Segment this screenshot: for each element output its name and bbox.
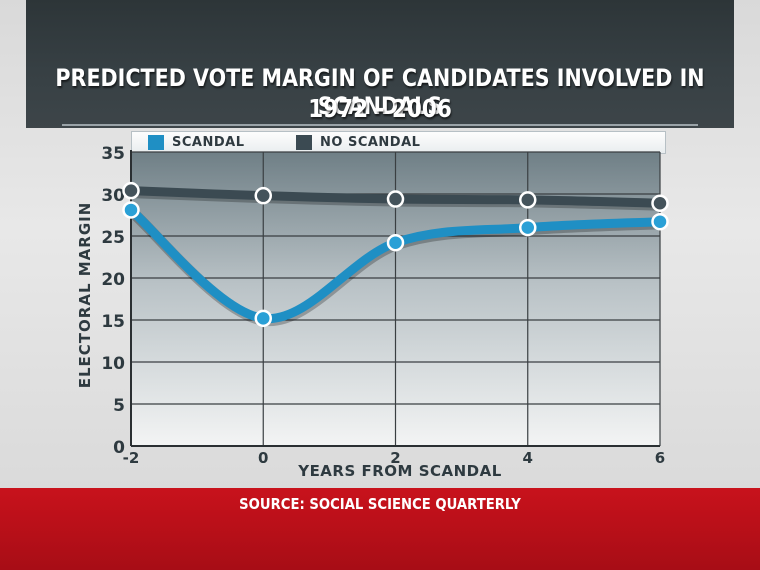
data-point-no-scandal — [122, 181, 140, 200]
y-tick-label: 10 — [101, 354, 125, 374]
data-point-scandal — [254, 309, 272, 328]
x-tick-label: 2 — [390, 449, 400, 467]
y-tick-label: 20 — [101, 270, 125, 290]
y-tick-label: 15 — [101, 312, 125, 332]
data-point-scandal — [386, 233, 405, 252]
x-tick-label: 6 — [655, 449, 665, 467]
y-tick-label: 25 — [101, 228, 125, 248]
footer-band — [0, 488, 760, 570]
x-axis-title: YEARS FROM SCANDAL — [297, 462, 502, 480]
x-tick-label: 4 — [523, 449, 533, 467]
data-point-no-scandal — [651, 194, 669, 212]
y-tick-label: 30 — [101, 186, 125, 206]
data-point-no-scandal — [519, 191, 537, 209]
data-point-scandal — [122, 201, 140, 219]
title-divider — [62, 124, 698, 126]
legend-label-no-scandal: NO SCANDAL — [320, 135, 421, 150]
data-point-scandal — [651, 212, 669, 231]
data-point-no-scandal — [254, 186, 272, 205]
legend-label-scandal: SCANDAL — [172, 135, 245, 150]
y-tick-label: 35 — [101, 144, 125, 164]
data-point-no-scandal — [386, 190, 405, 208]
y-tick-label: 5 — [113, 396, 125, 416]
legend-swatch-scandal — [148, 135, 164, 150]
title-band — [26, 0, 734, 128]
legend-swatch-no-scandal — [296, 135, 312, 150]
chart-subtitle: 1972 - 2006 — [308, 94, 452, 123]
series-line-scandal — [126, 205, 665, 323]
x-tick-label: 0 — [258, 449, 268, 467]
x-tick-label: -2 — [123, 449, 140, 467]
chart-title: PREDICTED VOTE MARGIN OF CANDIDATES INVO… — [55, 64, 705, 120]
y-tick-label: 0 — [113, 438, 125, 458]
source-note: SOURCE: SOCIAL SCIENCE QUARTERLY — [239, 495, 521, 513]
data-point-scandal — [519, 218, 537, 237]
y-axis-title: ELECTORAL MARGIN — [76, 202, 94, 389]
